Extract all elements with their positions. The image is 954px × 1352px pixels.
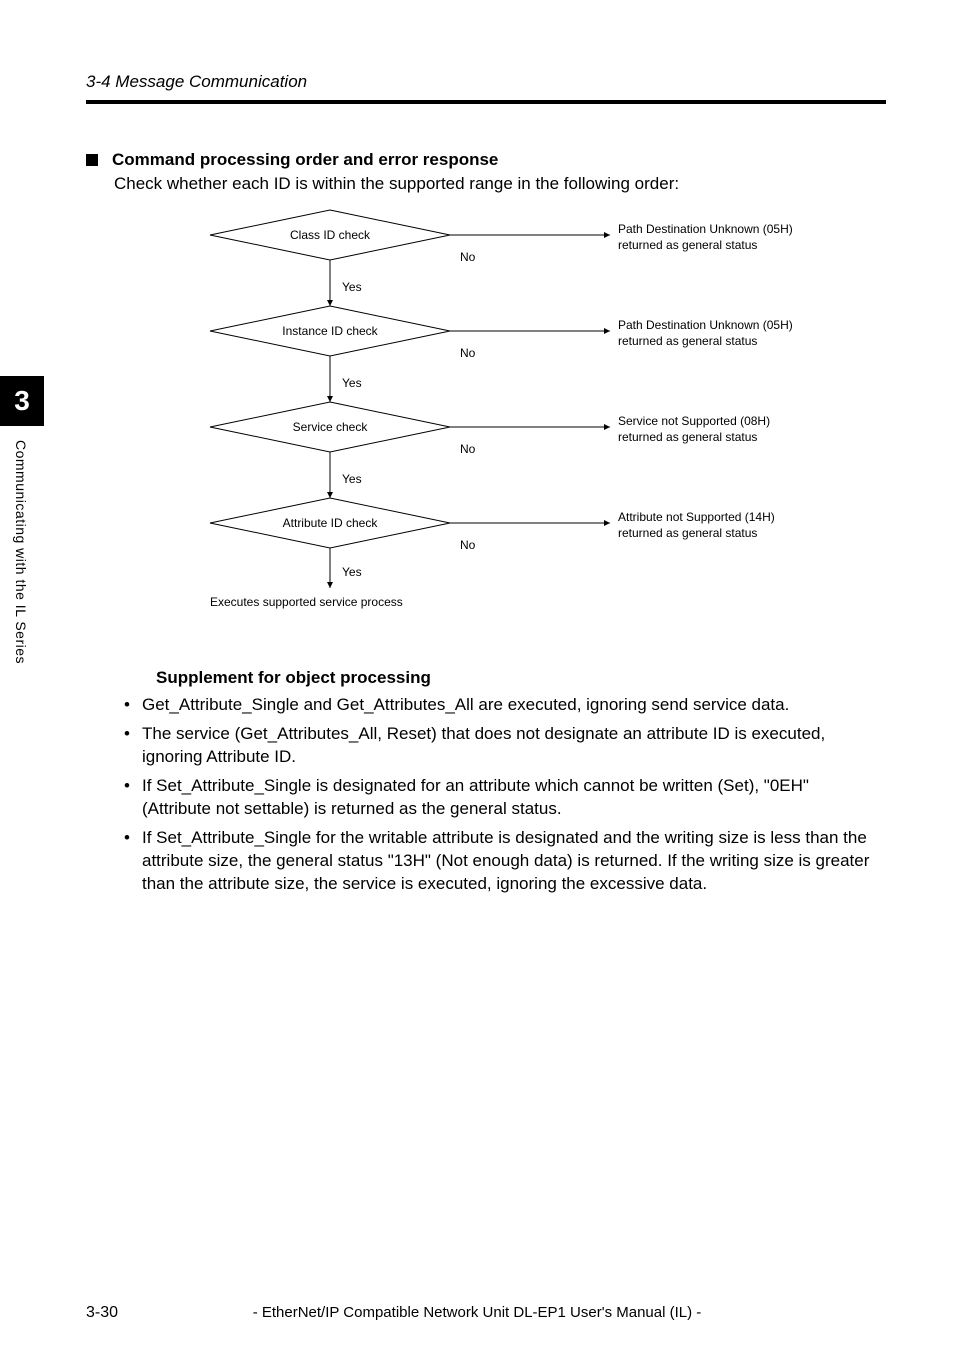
yes-label: Yes xyxy=(342,280,362,294)
result-text: Path Destination Unknown (05H) xyxy=(618,318,793,332)
diamond-label: Service check xyxy=(293,420,369,434)
header-rule xyxy=(86,100,886,104)
subhead-row: Command processing order and error respo… xyxy=(86,150,498,170)
yes-label: Yes xyxy=(342,472,362,486)
result-text: returned as general status xyxy=(618,430,757,444)
section-header: 3-4 Message Communication xyxy=(86,72,886,92)
footer-title: - EtherNet/IP Compatible Network Unit DL… xyxy=(0,1304,954,1321)
result-text: Path Destination Unknown (05H) xyxy=(618,222,793,236)
flowchart-svg: Class ID check No Path Destination Unknown… xyxy=(200,205,840,625)
yes-label: Yes xyxy=(342,376,362,390)
diamond-label: Class ID check xyxy=(290,228,371,242)
no-label: No xyxy=(460,250,476,264)
chapter-label: Communicating with the IL Series xyxy=(13,440,29,664)
supplement-item: If Set_Attribute_Single for the writable… xyxy=(120,827,876,896)
side-tab: 3 Communicating with the IL Series xyxy=(0,376,44,664)
supplement-list: Get_Attribute_Single and Get_Attributes_… xyxy=(120,694,876,902)
diamond-label: Instance ID check xyxy=(282,324,378,338)
no-label: No xyxy=(460,346,476,360)
flowchart: Class ID check No Path Destination Unknown… xyxy=(200,205,840,625)
square-bullet-icon xyxy=(86,154,98,166)
supplement-item: Get_Attribute_Single and Get_Attributes_… xyxy=(120,694,876,717)
result-text: returned as general status xyxy=(618,238,757,252)
final-step: Executes supported service process xyxy=(210,595,403,609)
no-label: No xyxy=(460,442,476,456)
result-text: Service not Supported (08H) xyxy=(618,414,770,428)
intro-text: Check whether each ID is within the supp… xyxy=(114,174,679,194)
result-text: returned as general status xyxy=(618,526,757,540)
result-text: returned as general status xyxy=(618,334,757,348)
header: 3-4 Message Communication xyxy=(86,72,886,104)
subhead-title: Command processing order and error respo… xyxy=(112,150,498,170)
diamond-label: Attribute ID check xyxy=(283,516,379,530)
supplement-item: The service (Get_Attributes_All, Reset) … xyxy=(120,723,876,769)
yes-label: Yes xyxy=(342,565,362,579)
chapter-number: 3 xyxy=(0,376,44,426)
supplement-heading: Supplement for object processing xyxy=(156,668,431,688)
page: 3-4 Message Communication Command proces… xyxy=(0,0,954,1352)
result-text: Attribute not Supported (14H) xyxy=(618,510,775,524)
no-label: No xyxy=(460,538,476,552)
supplement-item: If Set_Attribute_Single is designated fo… xyxy=(120,775,876,821)
